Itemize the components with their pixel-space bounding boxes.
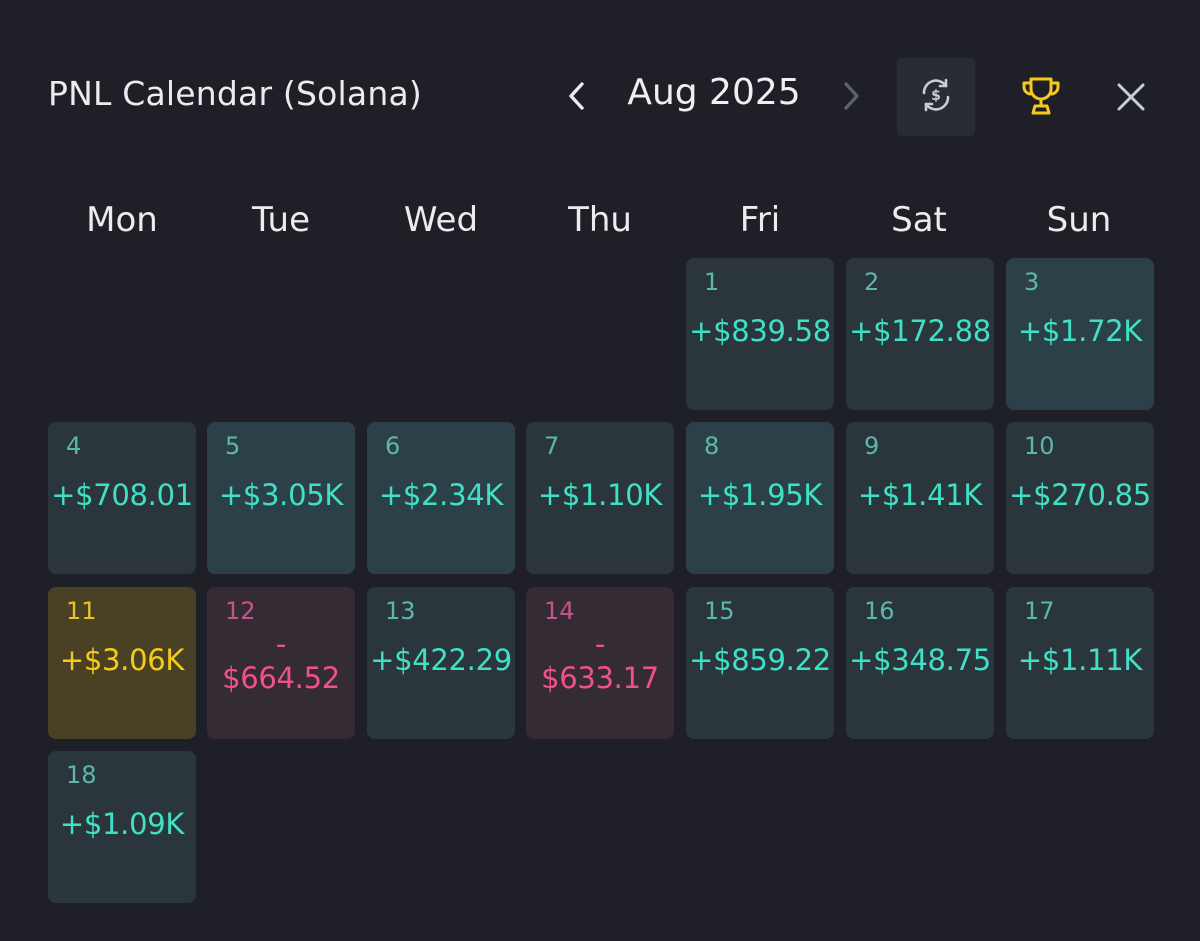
day-number: 9 — [864, 432, 880, 460]
day-cell[interactable]: 5 +$3.05K — [207, 422, 355, 574]
day-cell[interactable]: 2 +$172.88 — [846, 258, 994, 410]
day-pnl-value: +$1.95K — [697, 478, 823, 512]
day-cell[interactable]: 18 +$1.09K — [48, 751, 196, 903]
next-month-button[interactable] — [832, 76, 872, 120]
weekday-label: Sat — [891, 200, 947, 240]
currency-swap-icon: $ — [916, 75, 956, 119]
svg-text:$: $ — [931, 88, 941, 104]
weekday-label: Thu — [568, 200, 632, 240]
day-pnl-value: - $664.52 — [222, 627, 340, 695]
close-icon — [1115, 81, 1147, 117]
current-month: Aug 2025 — [627, 72, 801, 113]
day-number: 1 — [704, 268, 720, 296]
day-pnl-value: +$1.11K — [1017, 643, 1143, 677]
day-number: 3 — [1024, 268, 1040, 296]
weekday-header-row: Mon Tue Wed Thu Fri Sat Sun — [42, 200, 1160, 250]
day-pnl-value: +$1.10K — [537, 478, 663, 512]
day-number: 18 — [66, 761, 97, 789]
day-number: 5 — [225, 432, 241, 460]
day-pnl-value: +$708.01 — [51, 478, 193, 512]
day-cell[interactable]: 10 +$270.85 — [1006, 422, 1154, 574]
day-cell[interactable]: 15 +$859.22 — [686, 587, 834, 739]
calendar-header: PNL Calendar (Solana) Aug 2025 — [0, 0, 1200, 180]
close-button[interactable] — [1102, 72, 1160, 126]
day-pnl-value: +$3.05K — [218, 478, 344, 512]
day-cell[interactable]: 4 +$708.01 — [48, 422, 196, 574]
day-pnl-value: +$422.29 — [370, 643, 512, 677]
day-number: 15 — [704, 597, 735, 625]
day-pnl-value: +$839.58 — [689, 314, 831, 348]
day-cell[interactable]: 12- $664.52 — [207, 587, 355, 739]
day-number: 14 — [544, 597, 575, 625]
day-cell[interactable]: 17 +$1.11K — [1006, 587, 1154, 739]
day-pnl-value: +$1.72K — [1017, 314, 1143, 348]
day-pnl-value: +$270.85 — [1009, 478, 1151, 512]
day-pnl-value: +$859.22 — [689, 643, 831, 677]
day-cell[interactable]: 16 +$348.75 — [846, 587, 994, 739]
weekday-label: Sun — [1046, 200, 1112, 240]
weekday-label: Fri — [739, 200, 781, 240]
day-number: 11 — [66, 597, 97, 625]
day-cell[interactable]: 3 +$1.72K — [1006, 258, 1154, 410]
weekday-label: Wed — [403, 200, 479, 240]
weekday-label: Mon — [86, 200, 158, 240]
day-number: 7 — [544, 432, 560, 460]
day-pnl-value: +$172.88 — [849, 314, 991, 348]
day-pnl-value: - $633.17 — [541, 627, 659, 695]
day-number: 4 — [66, 432, 82, 460]
day-pnl-value: +$1.41K — [857, 478, 983, 512]
day-number: 10 — [1024, 432, 1055, 460]
day-pnl-value: +$3.06K — [59, 643, 185, 677]
prev-month-button[interactable] — [556, 76, 596, 120]
day-pnl-value: +$1.09K — [59, 807, 185, 841]
chevron-left-icon — [565, 79, 587, 117]
day-cell[interactable]: 8 +$1.95K — [686, 422, 834, 574]
day-cell[interactable]: 9 +$1.41K — [846, 422, 994, 574]
day-number: 8 — [704, 432, 720, 460]
day-number: 17 — [1024, 597, 1055, 625]
day-number: 13 — [385, 597, 416, 625]
day-cell[interactable]: 1 +$839.58 — [686, 258, 834, 410]
day-number: 12 — [225, 597, 256, 625]
day-cell[interactable]: 6 +$2.34K — [367, 422, 515, 574]
day-cell[interactable]: 11 +$3.06K — [48, 587, 196, 739]
trophy-icon — [1019, 75, 1063, 121]
day-cell[interactable]: 13 +$422.29 — [367, 587, 515, 739]
weekday-label: Tue — [251, 200, 311, 240]
day-number: 16 — [864, 597, 895, 625]
day-cell[interactable]: 7 +$1.10K — [526, 422, 674, 574]
day-number: 6 — [385, 432, 401, 460]
day-cell[interactable]: 14- $633.17 — [526, 587, 674, 739]
panel-title: PNL Calendar (Solana) — [48, 74, 422, 113]
day-number: 2 — [864, 268, 880, 296]
day-pnl-value: +$2.34K — [378, 478, 504, 512]
chevron-right-icon — [841, 79, 863, 117]
currency-toggle-button[interactable]: $ — [897, 58, 975, 136]
leaderboard-button[interactable] — [1008, 70, 1074, 126]
day-pnl-value: +$348.75 — [849, 643, 991, 677]
